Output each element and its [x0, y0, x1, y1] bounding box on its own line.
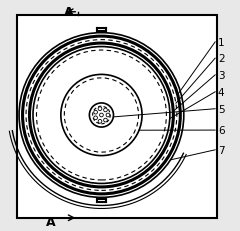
Circle shape [94, 116, 97, 120]
Circle shape [98, 120, 102, 124]
Text: 6: 6 [218, 125, 225, 136]
Text: A: A [64, 6, 74, 19]
Circle shape [104, 109, 107, 112]
Bar [17, 16, 217, 218]
Text: 4: 4 [218, 87, 225, 97]
Circle shape [100, 114, 103, 117]
Text: 2: 2 [218, 54, 225, 64]
Circle shape [94, 111, 97, 115]
Circle shape [104, 119, 107, 122]
Text: 3: 3 [218, 70, 225, 81]
Text: 7: 7 [218, 145, 225, 155]
Text: 1: 1 [218, 38, 225, 48]
Circle shape [106, 114, 110, 117]
Circle shape [98, 107, 102, 111]
Text: 5: 5 [218, 104, 225, 114]
Text: A: A [46, 215, 55, 228]
